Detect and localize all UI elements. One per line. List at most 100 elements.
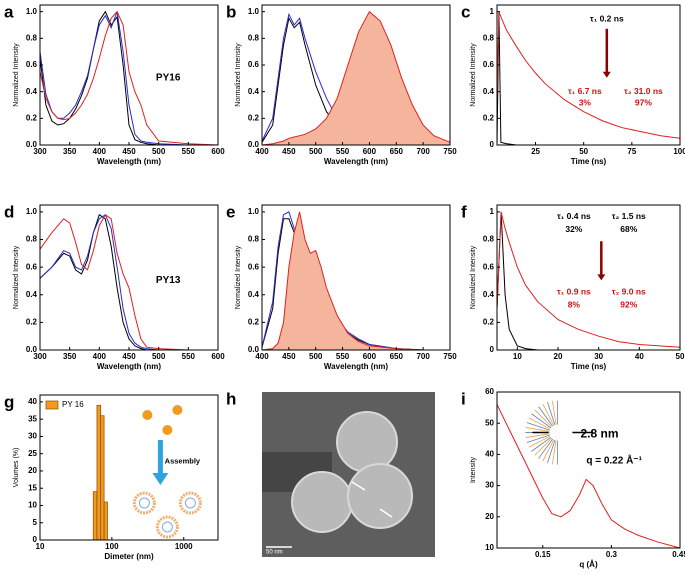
x-tick-label: 400 bbox=[93, 352, 107, 361]
annotation: 8% bbox=[568, 299, 581, 309]
frame bbox=[261, 204, 451, 351]
x-tick-label: 400 bbox=[255, 352, 269, 361]
annotation: τ₁ 0.9 ns bbox=[557, 286, 591, 296]
chain bbox=[526, 434, 550, 443]
y-tick-label: 0.2 bbox=[26, 317, 38, 326]
plot bbox=[39, 10, 219, 146]
y-tick-label: 0.4 bbox=[248, 290, 260, 299]
y-tick-label: 1.0 bbox=[248, 207, 260, 216]
plot bbox=[92, 405, 108, 541]
x-tick-label: 650 bbox=[390, 147, 404, 156]
plot bbox=[496, 404, 681, 549]
line bbox=[496, 11, 680, 146]
chain bbox=[526, 422, 550, 431]
y-tick-label: 0.8 bbox=[26, 33, 38, 42]
x-tick-label: 50 bbox=[579, 147, 588, 156]
annotation: τ₂ 31.0 ns bbox=[624, 86, 663, 96]
x-tick-label: 750 bbox=[443, 352, 457, 361]
scale-bar-label: 50 nm bbox=[266, 550, 283, 556]
y-tick-label: 10 bbox=[485, 543, 494, 552]
y-tick-label: 0.6 bbox=[248, 60, 260, 69]
x-tick-label: 0.3 bbox=[606, 550, 618, 559]
x-axis-label: Wavelength (nm) bbox=[324, 157, 388, 166]
bar bbox=[100, 415, 105, 541]
x-tick-label: 700 bbox=[416, 147, 430, 156]
annotation: τ₁ 0.2 ns bbox=[590, 13, 624, 23]
y-tick-label: 20 bbox=[485, 512, 494, 521]
chain bbox=[538, 438, 554, 459]
line bbox=[39, 10, 219, 146]
y-tick-label: 20 bbox=[28, 466, 37, 475]
panel-label: i bbox=[461, 389, 466, 408]
plot bbox=[496, 11, 681, 146]
y-tick-label: 0.2 bbox=[26, 113, 38, 122]
x-tick-label: 300 bbox=[33, 352, 47, 361]
y-tick-label: 40 bbox=[28, 397, 37, 406]
y-tick-label: 0.6 bbox=[483, 262, 495, 271]
micelle bbox=[132, 491, 156, 515]
x-tick-label: 450 bbox=[122, 352, 136, 361]
y-tick-label: 0.6 bbox=[26, 262, 38, 271]
x-tick-label: 550 bbox=[336, 147, 350, 156]
y-axis-label: Intensity bbox=[470, 456, 477, 483]
chain bbox=[531, 436, 552, 452]
annotation: τ₁ 0.4 ns bbox=[557, 211, 591, 221]
annotation: 2.8 nm bbox=[580, 426, 618, 440]
x-axis-label: Dimeter (nm) bbox=[104, 552, 154, 561]
x-tick-label: 350 bbox=[63, 147, 77, 156]
x-axis-label: q (Å) bbox=[579, 560, 598, 569]
x-tick-label: 600 bbox=[363, 352, 377, 361]
line bbox=[496, 211, 680, 351]
arrow-head bbox=[602, 71, 611, 78]
y-tick-label: 0.4 bbox=[483, 87, 495, 96]
x-tick-label: 600 bbox=[211, 147, 225, 156]
y-tick-label: 0 bbox=[490, 345, 495, 354]
area bbox=[261, 10, 451, 146]
panel-label: c bbox=[461, 2, 470, 21]
y-tick-label: 0.8 bbox=[483, 33, 495, 42]
molecule bbox=[172, 405, 183, 415]
x-tick-label: 400 bbox=[93, 147, 107, 156]
y-axis-label: Normalized Intensity bbox=[470, 43, 477, 107]
y-tick-label: 25 bbox=[28, 449, 37, 458]
panel-label: b bbox=[226, 2, 236, 21]
y-tick-label: 0 bbox=[33, 535, 38, 544]
y-tick-label: 1.0 bbox=[248, 7, 260, 16]
y-tick-label: 0.6 bbox=[26, 60, 38, 69]
x-tick-label: 450 bbox=[282, 352, 296, 361]
x-tick-label: 0.45 bbox=[672, 550, 685, 559]
line bbox=[496, 404, 681, 549]
panel-label: g bbox=[4, 392, 14, 411]
chain bbox=[528, 435, 551, 448]
micelle bbox=[155, 515, 179, 539]
y-tick-label: 0.8 bbox=[248, 33, 260, 42]
y-tick-label: 0.0 bbox=[248, 140, 260, 149]
chain bbox=[551, 400, 557, 425]
y-tick-label: 0.4 bbox=[483, 290, 495, 299]
x-tick-label: 10 bbox=[513, 352, 522, 361]
frame bbox=[39, 204, 219, 351]
x-tick-label: 600 bbox=[211, 352, 225, 361]
y-tick-label: 0.2 bbox=[483, 113, 495, 122]
x-tick-label: 650 bbox=[390, 352, 404, 361]
x-tick-label: 500 bbox=[152, 147, 166, 156]
y-tick-label: 30 bbox=[485, 481, 494, 490]
y-axis-label: Normalized Intensity bbox=[235, 43, 242, 107]
y-axis-label: Normalized Intensity bbox=[13, 43, 20, 107]
frame bbox=[39, 394, 219, 541]
chain bbox=[528, 417, 551, 430]
line bbox=[39, 213, 218, 351]
y-tick-label: 30 bbox=[28, 432, 37, 441]
x-tick-label: 500 bbox=[152, 352, 166, 361]
bar bbox=[96, 405, 102, 541]
x-tick-label: 550 bbox=[182, 147, 196, 156]
legend-swatch bbox=[45, 400, 59, 410]
x-tick-label: 100 bbox=[105, 542, 119, 551]
chain bbox=[547, 440, 556, 464]
x-tick-label: 0.15 bbox=[535, 550, 551, 559]
chain bbox=[534, 437, 553, 456]
y-tick-label: 1.0 bbox=[26, 207, 38, 216]
panel-label: h bbox=[226, 389, 236, 408]
plot bbox=[496, 211, 681, 351]
